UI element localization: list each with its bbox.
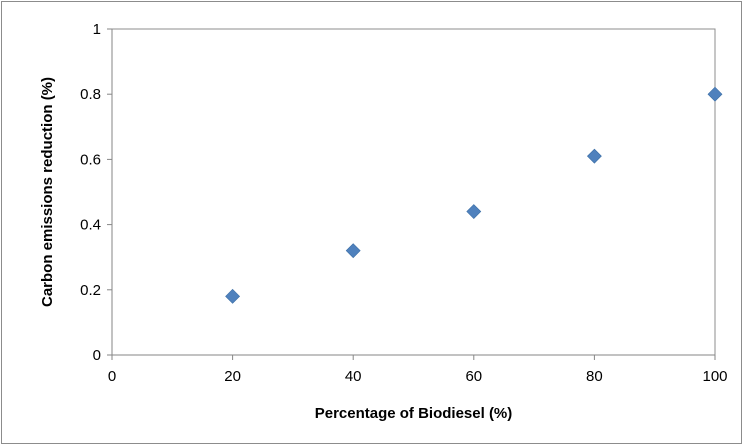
y-tick-label: 0.6 (80, 151, 101, 168)
y-tick-label: 0.8 (80, 86, 101, 103)
data-point-diamond (466, 204, 482, 219)
x-tick-label: 0 (108, 368, 116, 385)
y-tick-label: 0 (93, 347, 101, 364)
data-point-diamond (707, 86, 723, 102)
plot-area (111, 28, 716, 356)
axes (111, 29, 715, 356)
x-tick-label: 20 (224, 368, 241, 385)
data-point-diamond (345, 243, 361, 259)
plot-border (111, 28, 716, 356)
x-tick-label: 80 (586, 368, 603, 385)
x-tick-label: 40 (345, 368, 362, 385)
y-tick-label: 1 (93, 21, 101, 38)
y-ticks: 0 0.2 0.4 0.6 0.8 1 (80, 21, 112, 364)
data-point-diamond (225, 288, 241, 304)
y-axis-title: Carbon emissions reduction (%) (39, 77, 56, 307)
y-tick-label: 0.2 (80, 282, 101, 299)
y-tick-label: 0.4 (80, 217, 101, 234)
x-axis-title: Percentage of Biodiesel (%) (315, 405, 513, 422)
data-point-diamond (586, 148, 602, 164)
x-tick-label: 100 (702, 368, 727, 385)
x-tick-label: 60 (465, 368, 482, 385)
data-points (225, 86, 723, 304)
x-ticks: 0 20 40 60 80 100 (108, 355, 728, 385)
